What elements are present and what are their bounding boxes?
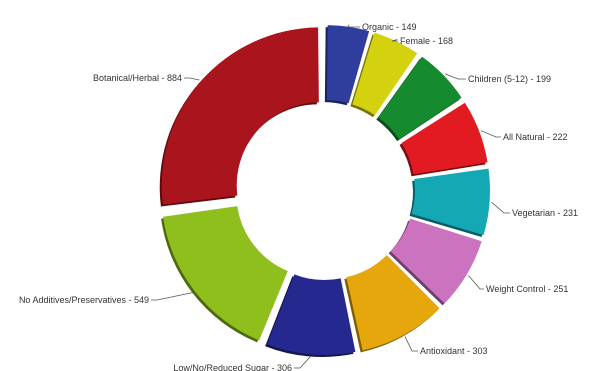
chart-slices [159,25,490,357]
slice-all-natural [401,102,488,175]
slice-label-vegetarian: Vegetarian - 231 [512,208,578,218]
slice-label-female: Female - 168 [400,36,453,46]
chart-labels: Organic - 149 Female - 168 Children (5-12)… [19,22,578,371]
leader-line-all-natural [480,130,501,138]
slice-label-botanical-herbal: Botanical/Herbal - 884 [93,73,182,83]
leader-line-no-additives-preservatives [151,292,194,301]
slice-label-children-5-12: Children (5-12) - 199 [468,74,551,84]
leader-line-vegetarian [491,201,510,214]
leader-line-botanical-herbal [184,77,200,81]
leader-line-low-no-reduced-sugar [294,356,311,369]
slice-label-all-natural: All Natural - 222 [503,132,568,142]
slice-no-additives-preservatives [163,206,288,341]
leader-line-children-5-12 [444,73,466,80]
leader-line-weight-control [468,275,484,290]
slice-antioxidant [346,255,440,351]
slice-label-low-no-reduced-sugar: Low/No/Reduced Sugar - 306 [173,363,292,371]
slice-label-weight-control: Weight Control - 251 [486,284,568,294]
slice-label-antioxidant: Antioxidant - 303 [420,346,488,356]
slice-children-5-12 [378,56,462,140]
slice-botanical-herbal [161,27,319,205]
leader-line-female [391,39,398,42]
slice-label-organic: Organic - 149 [362,22,417,32]
slice-weight-control [390,218,482,304]
leader-line-organic [347,24,360,28]
leader-line-antioxidant [404,336,418,352]
slice-low-no-reduced-sugar [267,274,356,355]
slice-label-no-additives-preservatives: No Additives/Preservatives - 549 [19,295,149,305]
slice-organic [326,25,370,104]
slice-vegetarian [411,168,490,235]
slice-female [352,32,418,116]
